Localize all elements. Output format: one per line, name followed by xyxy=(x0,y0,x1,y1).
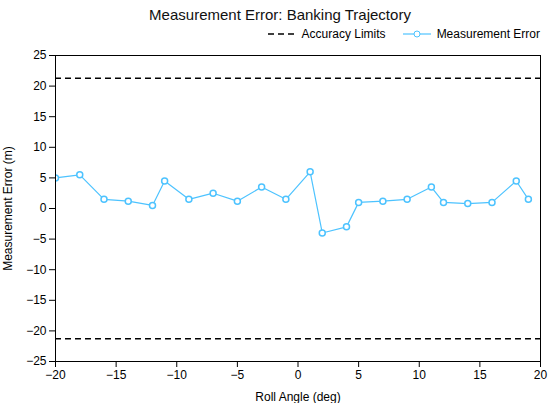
svg-text:−5: −5 xyxy=(231,368,245,382)
svg-text:−15: −15 xyxy=(26,293,47,307)
svg-text:−10: −10 xyxy=(167,368,188,382)
svg-text:15: 15 xyxy=(473,368,487,382)
svg-text:Roll Angle (deg): Roll Angle (deg) xyxy=(255,390,340,404)
svg-text:10: 10 xyxy=(33,140,47,154)
html-text:Measurement Error: Measurement Error xyxy=(436,27,540,41)
svg-text:−5: −5 xyxy=(33,232,47,246)
svg-text:0: 0 xyxy=(40,201,47,215)
svg-text:−10: −10 xyxy=(26,263,47,277)
svg-text:−25: −25 xyxy=(26,354,47,368)
svg-text:−20: −20 xyxy=(45,368,66,382)
svg-text:5: 5 xyxy=(40,171,47,185)
svg-text:Measurement Error (m): Measurement Error (m) xyxy=(1,146,15,271)
svg-text:−15: −15 xyxy=(106,368,127,382)
svg-text:20: 20 xyxy=(33,79,47,93)
svg-text:5: 5 xyxy=(355,368,362,382)
svg-text:0: 0 xyxy=(295,368,302,382)
svg-text:−20: −20 xyxy=(26,324,47,338)
html-text:Measurement Error: Banking Tra: Measurement Error: Banking Trajectory xyxy=(149,6,411,23)
svg-text:15: 15 xyxy=(33,110,47,124)
svg-text:25: 25 xyxy=(33,48,47,62)
svg-text:10: 10 xyxy=(413,368,427,382)
svg-text:20: 20 xyxy=(534,368,548,382)
html-text:Accuracy Limits: Accuracy Limits xyxy=(301,27,386,41)
